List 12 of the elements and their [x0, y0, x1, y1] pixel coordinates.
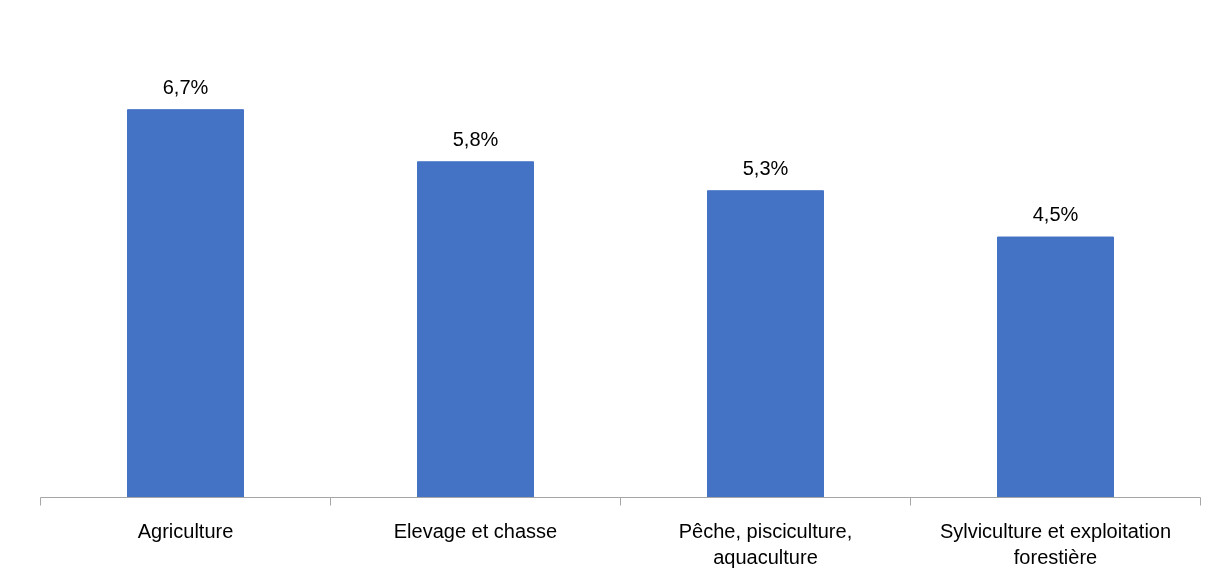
- bar: [997, 236, 1114, 498]
- data-label: 5,3%: [742, 156, 789, 179]
- data-label: 5,8%: [452, 127, 499, 150]
- x-tick-label: Elevage et chasse: [393, 519, 558, 542]
- bar: [417, 161, 534, 498]
- bar: [707, 190, 824, 498]
- bar: [127, 109, 244, 498]
- x-tick-label: Sylviculture et exploitation forestière: [939, 519, 1172, 568]
- x-tick-label: Agriculture: [137, 519, 234, 542]
- x-tick-label: Pêche, pisciculture, aquaculture: [678, 519, 853, 568]
- data-label: 6,7%: [162, 75, 209, 98]
- data-label: 4,5%: [1032, 203, 1079, 226]
